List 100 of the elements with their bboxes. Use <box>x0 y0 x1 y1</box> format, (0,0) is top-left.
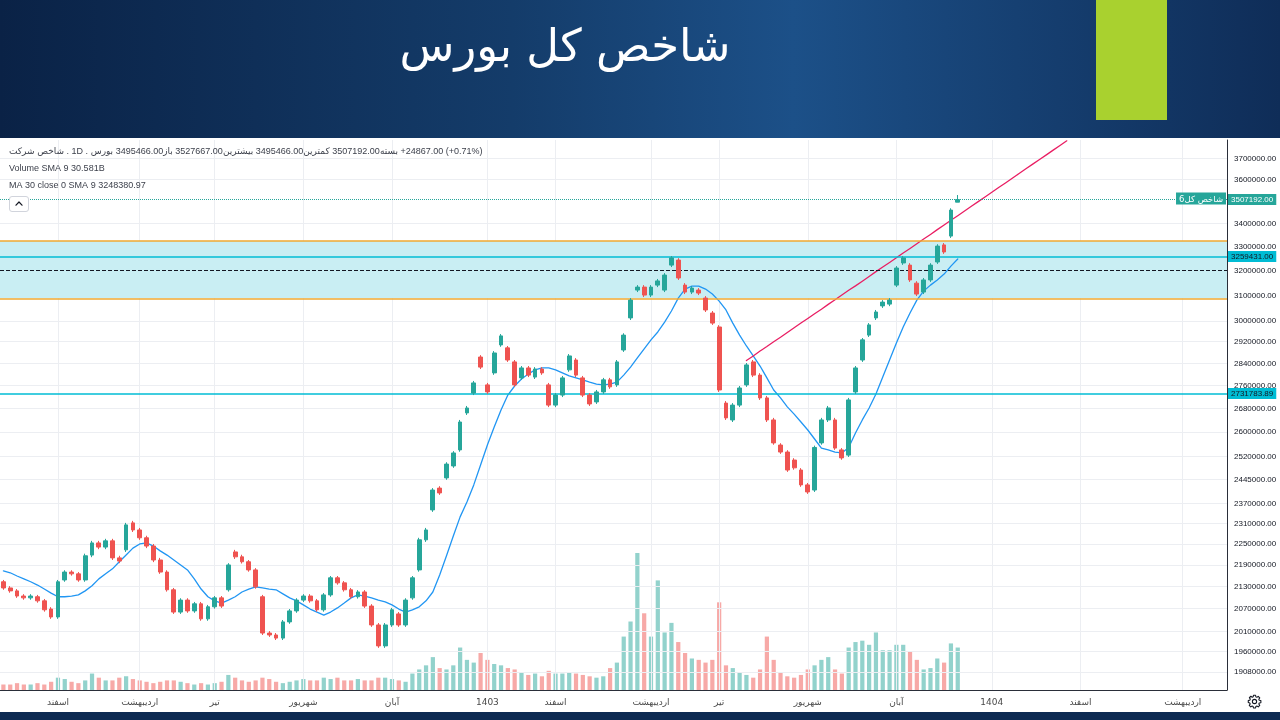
candlestick <box>710 310 715 326</box>
candlestick <box>451 450 456 469</box>
candlestick <box>908 262 912 283</box>
candlestick <box>812 445 817 493</box>
candlestick <box>28 593 33 601</box>
bar <box>14 683 20 690</box>
bar <box>117 677 122 690</box>
bar <box>655 580 660 690</box>
candlestick <box>914 280 919 297</box>
y-tick-label: 3400000.00 <box>1234 219 1277 229</box>
bar <box>403 681 408 690</box>
y-tick-label: 3100000.00 <box>1234 290 1277 300</box>
candlestick <box>942 242 946 255</box>
x-tick-label: 1404 <box>980 696 1004 707</box>
bar <box>383 677 388 690</box>
bar <box>826 657 831 690</box>
bar <box>89 673 95 690</box>
bar <box>601 676 606 690</box>
candlestick <box>921 277 926 295</box>
candlestick <box>49 606 53 620</box>
bar <box>887 650 892 690</box>
bar <box>144 681 149 690</box>
bar <box>792 677 797 690</box>
bar <box>219 681 224 690</box>
y-tick-label: 2445000.00 <box>1234 474 1277 484</box>
candlestick <box>185 597 190 614</box>
y-tick-label: 2760000.00 <box>1234 380 1277 390</box>
bar <box>417 669 422 690</box>
bar <box>942 662 947 690</box>
bar <box>451 665 456 690</box>
bar <box>96 677 101 690</box>
candlestick <box>846 397 851 458</box>
bar <box>819 659 824 690</box>
bar <box>935 658 940 690</box>
x-tick-label: اسفند <box>544 696 567 707</box>
candlestick <box>867 322 871 338</box>
bar <box>246 681 251 690</box>
bar <box>287 681 292 690</box>
bar <box>110 680 115 690</box>
bar <box>178 681 183 690</box>
x-tick-label: شهریور <box>288 696 318 707</box>
candlestick <box>887 297 892 307</box>
bar <box>730 668 735 690</box>
candlestick <box>560 375 565 398</box>
candlestick <box>62 569 67 583</box>
bar <box>430 657 435 690</box>
candlestick <box>212 595 217 610</box>
candlestick <box>90 540 94 558</box>
bar <box>83 680 88 690</box>
candlestick <box>137 527 142 541</box>
bar <box>880 650 885 690</box>
bar <box>273 681 279 690</box>
candlestick <box>206 604 210 622</box>
bar <box>164 680 170 690</box>
candlestick <box>580 375 585 398</box>
annotation: MA 30 close 0 SMA 9 3248380.97 <box>9 180 146 190</box>
candlestick <box>69 569 74 577</box>
candlestick <box>430 487 435 513</box>
bar <box>280 683 285 690</box>
y-tick-label: 3300000.00 <box>1234 242 1277 252</box>
bar <box>642 613 647 690</box>
bar <box>710 659 715 690</box>
bar <box>505 668 510 690</box>
candlestick <box>949 207 953 239</box>
candlestick <box>505 345 510 363</box>
candlestick <box>792 457 797 471</box>
candlestick <box>703 295 708 313</box>
candlestick <box>117 555 122 564</box>
bar <box>553 673 558 690</box>
bar <box>519 672 524 690</box>
bar <box>914 659 919 690</box>
candlestick <box>621 332 626 353</box>
bar <box>171 680 176 690</box>
candlestick <box>874 309 878 321</box>
candlestick <box>301 593 306 603</box>
x-tick-label: اردیبهشت <box>632 696 670 707</box>
candlestick <box>642 284 647 298</box>
candlestick <box>478 354 483 370</box>
bar <box>764 636 769 690</box>
ref-line-label: 3507192.00 <box>1231 195 1274 205</box>
candlestick <box>1 579 6 591</box>
bar <box>369 680 374 690</box>
bar <box>921 669 926 690</box>
candlestick <box>362 589 367 609</box>
candlestick <box>894 265 899 288</box>
bar <box>498 665 504 690</box>
y-tick-label: 3000000.00 <box>1234 316 1277 326</box>
bar <box>696 659 701 690</box>
candlestick <box>587 392 592 407</box>
ref-line-label: 2731783.89 <box>1231 388 1274 398</box>
bar <box>396 680 401 690</box>
bar <box>533 673 538 690</box>
bar <box>587 676 592 690</box>
candlestick <box>799 467 803 488</box>
candlestick <box>165 569 169 593</box>
candlestick <box>144 535 149 549</box>
x-tick-label: اردیبهشت <box>121 696 159 707</box>
bar <box>294 680 299 690</box>
bar <box>1 684 6 690</box>
candlestick <box>635 284 640 293</box>
